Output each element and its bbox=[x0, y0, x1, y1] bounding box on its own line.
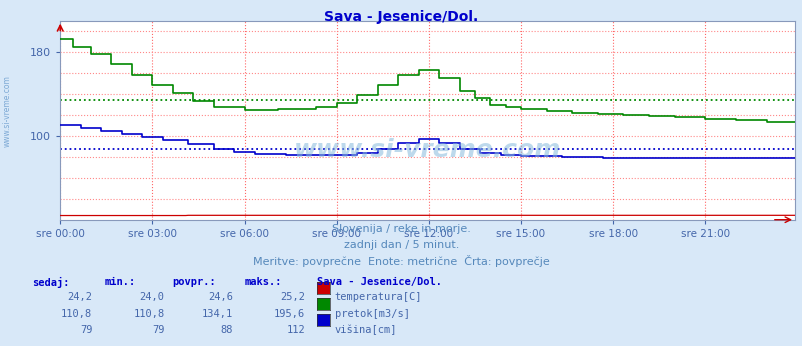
Text: 24,2: 24,2 bbox=[67, 292, 92, 302]
Text: 195,6: 195,6 bbox=[273, 309, 305, 319]
Text: višina[cm]: višina[cm] bbox=[334, 325, 397, 335]
Text: Slovenija / reke in morje.: Slovenija / reke in morje. bbox=[332, 224, 470, 234]
Text: povpr.:: povpr.: bbox=[172, 277, 216, 287]
Text: 110,8: 110,8 bbox=[133, 309, 164, 319]
Text: www.si-vreme.com: www.si-vreme.com bbox=[2, 75, 12, 147]
Text: 24,0: 24,0 bbox=[140, 292, 164, 302]
Text: www.si-vreme.com: www.si-vreme.com bbox=[294, 138, 561, 162]
Text: 79: 79 bbox=[152, 325, 164, 335]
Text: 88: 88 bbox=[220, 325, 233, 335]
Text: sedaj:: sedaj: bbox=[32, 277, 70, 288]
Text: 25,2: 25,2 bbox=[280, 292, 305, 302]
Text: 79: 79 bbox=[79, 325, 92, 335]
Text: min.:: min.: bbox=[104, 277, 136, 287]
Text: zadnji dan / 5 minut.: zadnji dan / 5 minut. bbox=[343, 240, 459, 250]
Text: 110,8: 110,8 bbox=[61, 309, 92, 319]
Text: 112: 112 bbox=[286, 325, 305, 335]
Text: maks.:: maks.: bbox=[245, 277, 282, 287]
Text: 134,1: 134,1 bbox=[201, 309, 233, 319]
Text: Sava - Jesenice/Dol.: Sava - Jesenice/Dol. bbox=[317, 277, 442, 287]
Text: Meritve: povprečne  Enote: metrične  Črta: povprečje: Meritve: povprečne Enote: metrične Črta:… bbox=[253, 255, 549, 267]
Text: 24,6: 24,6 bbox=[208, 292, 233, 302]
Text: temperatura[C]: temperatura[C] bbox=[334, 292, 422, 302]
Text: Sava - Jesenice/Dol.: Sava - Jesenice/Dol. bbox=[324, 10, 478, 24]
Text: pretok[m3/s]: pretok[m3/s] bbox=[334, 309, 409, 319]
